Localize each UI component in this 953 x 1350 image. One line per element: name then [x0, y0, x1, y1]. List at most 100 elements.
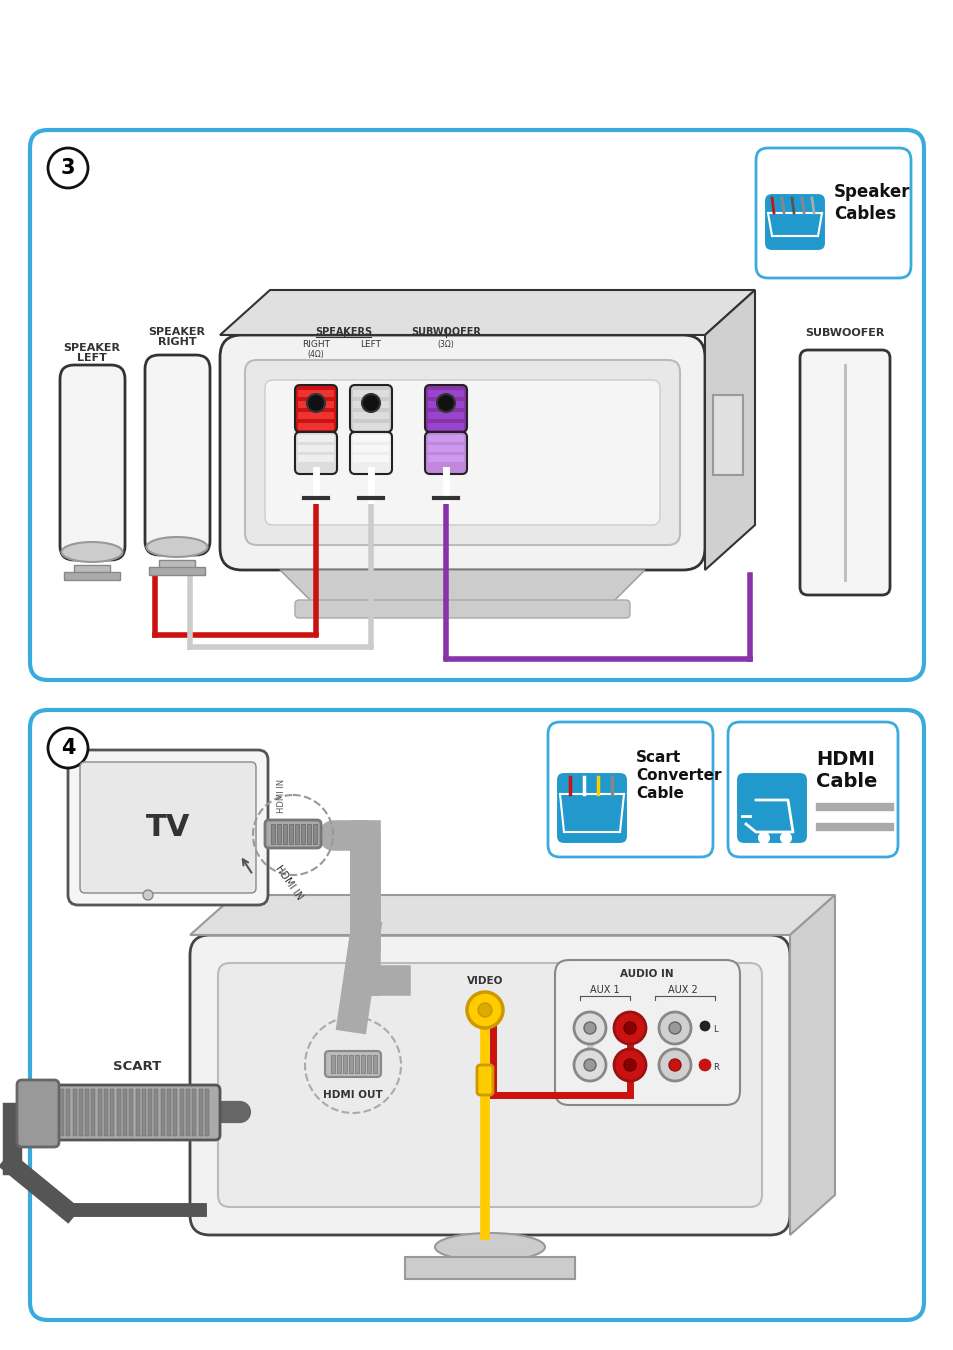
Bar — [276, 824, 281, 844]
Bar — [428, 412, 463, 418]
Bar — [297, 401, 334, 408]
Bar — [297, 455, 334, 462]
Bar — [712, 396, 742, 475]
Bar — [297, 423, 334, 431]
Bar — [367, 1054, 371, 1073]
FancyBboxPatch shape — [30, 130, 923, 680]
Bar — [173, 1089, 177, 1135]
Circle shape — [574, 1012, 605, 1044]
Bar — [149, 567, 205, 575]
Text: AUX 2: AUX 2 — [667, 986, 698, 995]
Bar — [91, 1089, 95, 1135]
Bar — [130, 1089, 133, 1135]
Text: VIDEO: VIDEO — [466, 976, 502, 986]
FancyBboxPatch shape — [55, 1085, 220, 1139]
Bar — [123, 1089, 127, 1135]
Circle shape — [583, 1022, 596, 1034]
Text: SPEAKER: SPEAKER — [149, 327, 205, 338]
FancyBboxPatch shape — [555, 960, 740, 1106]
Polygon shape — [704, 290, 754, 570]
Bar — [297, 435, 334, 441]
FancyBboxPatch shape — [190, 936, 789, 1235]
FancyBboxPatch shape — [735, 772, 807, 844]
Bar — [161, 1089, 165, 1135]
Circle shape — [574, 1049, 605, 1081]
Bar — [271, 824, 274, 844]
Polygon shape — [190, 895, 834, 936]
FancyBboxPatch shape — [325, 1052, 380, 1077]
FancyBboxPatch shape — [350, 385, 392, 432]
Bar — [193, 1089, 196, 1135]
FancyBboxPatch shape — [60, 364, 125, 560]
Text: Cable: Cable — [636, 786, 683, 801]
Bar — [85, 1089, 90, 1135]
Bar — [343, 1054, 347, 1073]
Text: LEFT: LEFT — [77, 352, 107, 363]
Bar — [179, 1089, 184, 1135]
FancyBboxPatch shape — [556, 772, 627, 844]
Bar — [167, 1089, 171, 1135]
Text: SCART: SCART — [112, 1060, 161, 1073]
FancyBboxPatch shape — [755, 148, 910, 278]
Bar — [405, 1257, 575, 1278]
Text: HDMI IN: HDMI IN — [276, 779, 286, 813]
Bar — [198, 1089, 202, 1135]
FancyBboxPatch shape — [727, 722, 897, 857]
Circle shape — [668, 1058, 680, 1071]
Bar — [60, 1089, 64, 1135]
Bar — [360, 1054, 365, 1073]
FancyBboxPatch shape — [245, 360, 679, 545]
Bar — [74, 566, 110, 575]
FancyBboxPatch shape — [350, 432, 392, 474]
Bar — [142, 1089, 146, 1135]
Circle shape — [361, 394, 379, 412]
FancyBboxPatch shape — [800, 350, 889, 595]
Text: RIGHT: RIGHT — [157, 338, 196, 347]
Bar — [353, 412, 389, 418]
Text: R: R — [712, 1062, 719, 1072]
Bar — [353, 455, 389, 462]
Circle shape — [48, 148, 88, 188]
Circle shape — [659, 1049, 690, 1081]
FancyBboxPatch shape — [763, 193, 825, 251]
Bar — [98, 1089, 102, 1135]
Bar — [297, 390, 334, 397]
FancyBboxPatch shape — [80, 761, 255, 892]
Bar — [205, 1089, 209, 1135]
Text: Cable: Cable — [815, 772, 877, 791]
Bar — [154, 1089, 158, 1135]
Bar — [353, 446, 389, 452]
FancyBboxPatch shape — [294, 385, 336, 432]
Circle shape — [436, 394, 455, 412]
Bar — [428, 455, 463, 462]
Bar — [64, 572, 120, 580]
Text: SUBWOOFER: SUBWOOFER — [411, 327, 480, 338]
FancyBboxPatch shape — [424, 432, 467, 474]
Bar — [148, 1089, 152, 1135]
FancyBboxPatch shape — [17, 1080, 59, 1148]
Ellipse shape — [435, 1233, 544, 1261]
Bar — [373, 1054, 376, 1073]
Bar — [116, 1089, 121, 1135]
Bar — [313, 824, 316, 844]
Bar — [186, 1089, 190, 1135]
Ellipse shape — [147, 537, 208, 558]
Bar — [301, 824, 305, 844]
Text: Converter: Converter — [636, 768, 720, 783]
Bar — [353, 423, 389, 431]
Circle shape — [614, 1049, 645, 1081]
FancyBboxPatch shape — [218, 963, 761, 1207]
Circle shape — [700, 1021, 709, 1031]
Text: 4: 4 — [61, 738, 75, 757]
Bar — [283, 824, 287, 844]
Text: (4Ω): (4Ω) — [307, 350, 324, 359]
Bar — [135, 1089, 139, 1135]
FancyBboxPatch shape — [145, 355, 210, 555]
FancyBboxPatch shape — [220, 335, 704, 570]
Bar — [331, 1054, 335, 1073]
Text: AUDIO IN: AUDIO IN — [619, 969, 673, 979]
Text: (3Ω): (3Ω) — [437, 340, 454, 350]
FancyBboxPatch shape — [265, 819, 320, 848]
Circle shape — [583, 1058, 596, 1071]
Bar — [79, 1089, 83, 1135]
